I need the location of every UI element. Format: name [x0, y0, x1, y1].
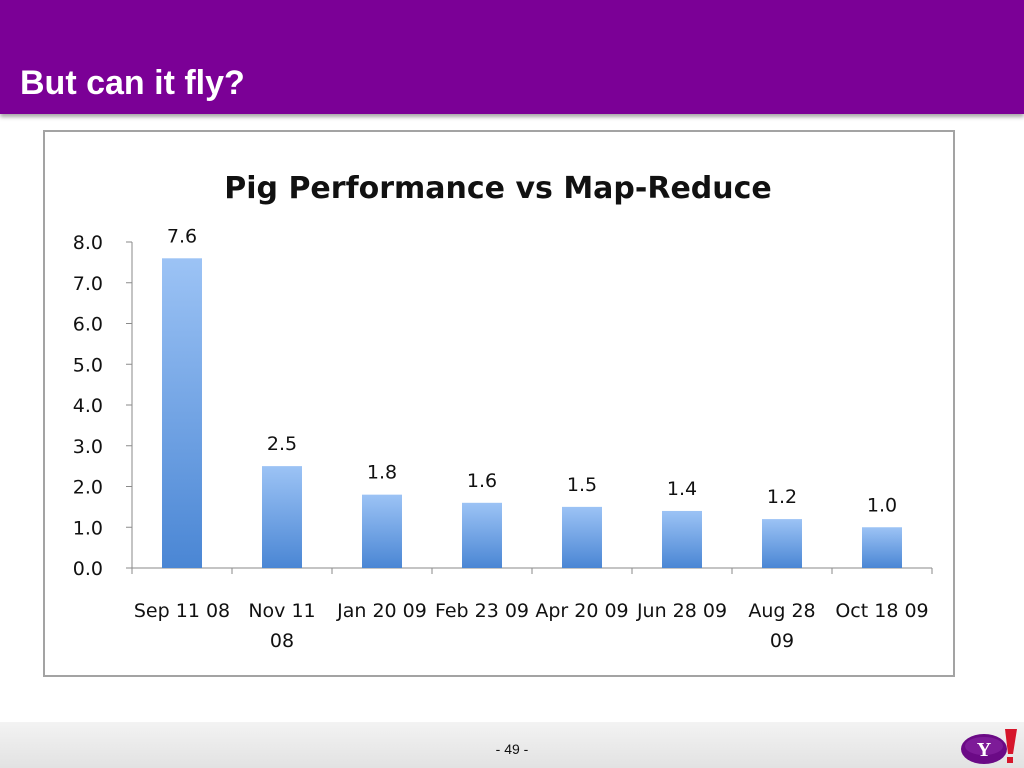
bar: [862, 527, 902, 568]
plot-area: 0.0 1.0 2.0 3.0 4.0 5.0 6.0 7.0 8.0 7.6 Sep 11 08 2…: [73, 225, 933, 652]
category-label: Sep 11 08: [134, 600, 230, 622]
chart-title: Pig Performance vs Map-Reduce: [224, 171, 772, 206]
data-label: 1.8: [367, 462, 397, 484]
bar: [662, 510, 702, 568]
bar: [362, 494, 402, 568]
chart-frame: Pig Performance vs Map-Reduce 0.0 1.0 2.0 3…: [43, 130, 955, 677]
bar: [762, 519, 802, 568]
svg-text:Y: Y: [977, 739, 992, 761]
y-tick-label: 8.0: [73, 232, 103, 254]
data-label: 1.6: [467, 470, 497, 492]
slide-title: But can it fly?: [20, 64, 245, 102]
category-label: Jan 20 09: [336, 600, 427, 622]
y-tick-label: 4.0: [73, 395, 103, 417]
bar: [162, 258, 202, 568]
category-label: 08: [270, 630, 294, 652]
data-label: 1.2: [767, 486, 797, 508]
category-label: Jun 28 09: [636, 600, 727, 622]
data-label: 1.5: [567, 474, 597, 496]
page-number: - 49 -: [495, 741, 529, 757]
bar-chart: Pig Performance vs Map-Reduce 0.0 1.0 2.0 3…: [73, 171, 933, 652]
data-label: 1.0: [867, 494, 897, 516]
y-tick-label: 1.0: [73, 517, 103, 539]
y-tick-label: 6.0: [73, 314, 103, 336]
bar: [562, 506, 602, 568]
bar: [462, 502, 502, 568]
data-label: 1.4: [667, 478, 697, 500]
bar: [262, 466, 302, 568]
y-tick-label: 7.0: [73, 273, 103, 295]
title-bar: But can it fly?: [0, 0, 1024, 114]
y-tick-label: 5.0: [73, 354, 103, 376]
category-label: Apr 20 09: [535, 600, 628, 622]
footer-bar: [0, 722, 1024, 768]
category-label: 09: [770, 630, 794, 652]
y-tick-label: 2.0: [73, 477, 103, 499]
category-label: Nov 11: [248, 600, 315, 622]
category-label: Aug 28: [748, 600, 815, 622]
data-label: 7.6: [167, 225, 197, 247]
y-tick-label: 0.0: [73, 558, 103, 580]
yahoo-logo-icon: Y: [961, 729, 1017, 764]
y-tick-label: 3.0: [73, 436, 103, 458]
data-label: 2.5: [267, 433, 297, 455]
category-label: Oct 18 09: [835, 600, 928, 622]
category-label: Feb 23 09: [435, 600, 529, 622]
